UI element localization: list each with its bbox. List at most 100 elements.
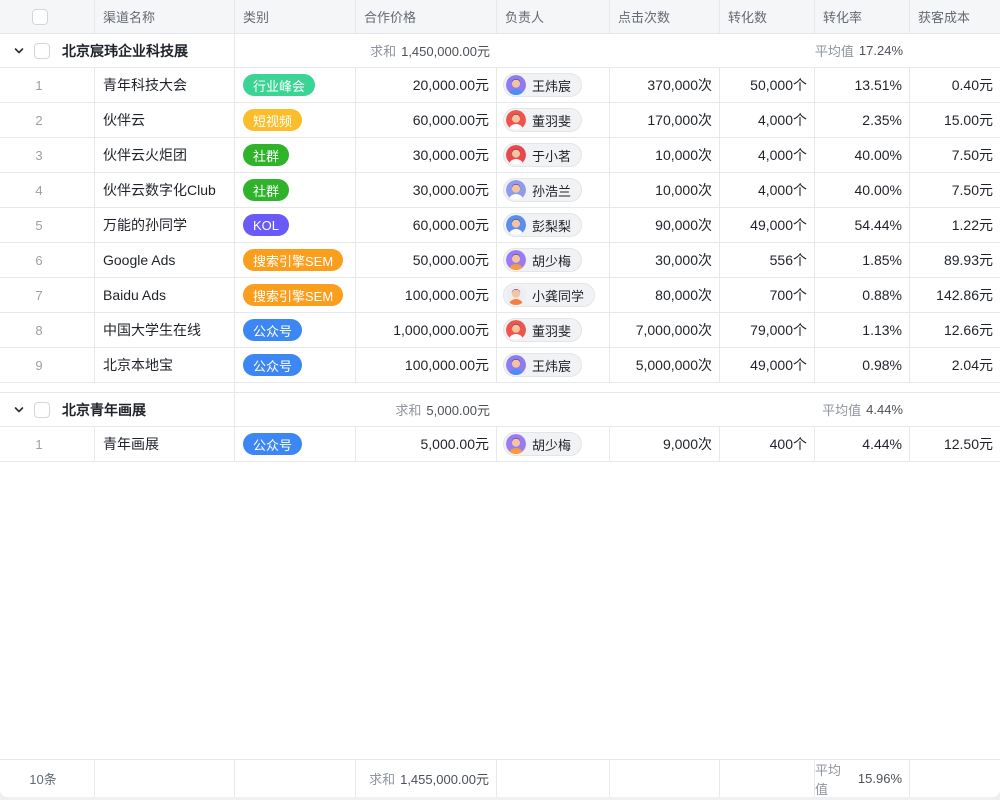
row-index-cell[interactable]: 9	[0, 348, 95, 382]
category-cell[interactable]: 搜索引擎SEM	[235, 243, 356, 277]
cost-cell[interactable]: 7.50元	[951, 147, 993, 163]
row-index-cell[interactable]: 5	[0, 208, 95, 242]
clicks-cell[interactable]: 10,000次	[610, 138, 720, 172]
row-index-cell[interactable]: 8	[0, 313, 95, 347]
category-cell[interactable]: 公众号	[235, 313, 356, 347]
clicks-cell[interactable]: 80,000次	[610, 278, 720, 312]
row-index-cell[interactable]: 1	[0, 427, 95, 461]
conversions-cell[interactable]: 4,000个	[720, 103, 815, 137]
owner-cell[interactable]: 彭梨梨	[497, 208, 610, 242]
owner-cell[interactable]: 王炜宸	[497, 68, 610, 102]
rate-cell[interactable]: 4.44%	[815, 427, 910, 461]
category-cell[interactable]: 搜索引擎SEM	[235, 278, 356, 312]
price-cell[interactable]: 60,000.00元	[356, 103, 497, 137]
owner-cell[interactable]: 胡少梅	[497, 243, 610, 277]
group-average[interactable]: 平均值 17.24%	[497, 34, 910, 67]
price-cell[interactable]: 100,000.00元	[356, 278, 497, 312]
price-cell[interactable]: 60,000.00元	[356, 208, 497, 242]
footer-sum[interactable]: 求和 1,455,000.00元	[356, 760, 497, 797]
clicks-cell[interactable]: 5,000,000次	[610, 348, 720, 382]
group-sum[interactable]: 求和 5,000.00元	[235, 393, 497, 426]
price-cell[interactable]: 100,000.00元	[356, 348, 497, 382]
col-header-conversions[interactable]: 转化数	[720, 0, 815, 33]
category-cell[interactable]: KOL	[235, 208, 356, 242]
group-select-checkbox[interactable]	[34, 42, 50, 59]
channel-name-cell[interactable]: 万能的孙同学	[95, 208, 235, 242]
conversions-cell[interactable]: 49,000个	[720, 348, 815, 382]
rate-cell[interactable]: 40.00%	[815, 138, 910, 172]
col-header-rate[interactable]: 转化率	[815, 0, 910, 33]
clicks-cell[interactable]: 10,000次	[610, 173, 720, 207]
conversions-cell[interactable]: 79,000个	[720, 313, 815, 347]
category-cell[interactable]: 社群	[235, 138, 356, 172]
conversions-cell[interactable]: 4,000个	[720, 138, 815, 172]
clicks-cell[interactable]: 90,000次	[610, 208, 720, 242]
channel-name-cell[interactable]: Baidu Ads	[95, 278, 235, 312]
owner-cell[interactable]: 小龚同学	[497, 278, 610, 312]
category-cell[interactable]: 短视频	[235, 103, 356, 137]
conversions-cell[interactable]: 50,000个	[720, 68, 815, 102]
cost-cell[interactable]: 142.86元	[936, 287, 993, 303]
group-sum[interactable]: 求和 1,450,000.00元	[235, 34, 497, 67]
owner-cell[interactable]: 王炜宸	[497, 348, 610, 382]
owner-cell[interactable]: 于小茗	[497, 138, 610, 172]
price-cell[interactable]: 30,000.00元	[356, 173, 497, 207]
channel-name-cell[interactable]: 青年科技大会	[95, 68, 235, 102]
footer-cell-cost[interactable]	[910, 760, 1000, 797]
owner-cell[interactable]: 董羽斐	[497, 313, 610, 347]
conversions-cell[interactable]: 700个	[720, 278, 815, 312]
category-cell[interactable]: 行业峰会	[235, 68, 356, 102]
price-cell[interactable]: 1,000,000.00元	[356, 313, 497, 347]
row-index-cell[interactable]: 6	[0, 243, 95, 277]
row-index-cell[interactable]: 2	[0, 103, 95, 137]
conversions-cell[interactable]: 556个	[720, 243, 815, 277]
channel-name-cell[interactable]: 伙伴云数字化Club	[95, 173, 235, 207]
channel-name-cell[interactable]: Google Ads	[95, 243, 235, 277]
cost-cell[interactable]: 7.50元	[951, 182, 993, 198]
conversions-cell[interactable]: 400个	[720, 427, 815, 461]
cost-cell[interactable]: 0.40元	[951, 77, 993, 93]
owner-cell[interactable]: 胡少梅	[497, 427, 610, 461]
category-cell[interactable]: 公众号	[235, 427, 356, 461]
col-header-category[interactable]: 类别	[235, 0, 356, 33]
row-index-cell[interactable]: 4	[0, 173, 95, 207]
channel-name-cell[interactable]: 北京本地宝	[95, 348, 235, 382]
col-header-cost[interactable]: 获客成本	[918, 10, 971, 25]
category-cell[interactable]: 社群	[235, 173, 356, 207]
channel-name-cell[interactable]: 青年画展	[95, 427, 235, 461]
footer-cell-clicks[interactable]	[610, 760, 720, 797]
row-index-cell[interactable]: 7	[0, 278, 95, 312]
clicks-cell[interactable]: 9,000次	[610, 427, 720, 461]
footer-cell-owner[interactable]	[497, 760, 610, 797]
channel-name-cell[interactable]: 中国大学生在线	[95, 313, 235, 347]
col-header-owner[interactable]: 负责人	[497, 0, 610, 33]
clicks-cell[interactable]: 30,000次	[610, 243, 720, 277]
footer-cell-conversions[interactable]	[720, 760, 815, 797]
cost-cell[interactable]: 15.00元	[943, 112, 993, 128]
group-select-checkbox[interactable]	[34, 401, 50, 418]
rate-cell[interactable]: 1.13%	[815, 313, 910, 347]
rate-cell[interactable]: 40.00%	[815, 173, 910, 207]
rate-cell[interactable]: 13.51%	[815, 68, 910, 102]
category-cell[interactable]: 公众号	[235, 348, 356, 382]
channel-name-cell[interactable]: 伙伴云	[95, 103, 235, 137]
owner-cell[interactable]: 孙浩兰	[497, 173, 610, 207]
footer-average[interactable]: 平均值 15.96%	[815, 760, 910, 797]
cost-cell[interactable]: 12.50元	[943, 436, 993, 452]
price-cell[interactable]: 50,000.00元	[356, 243, 497, 277]
clicks-cell[interactable]: 7,000,000次	[610, 313, 720, 347]
chevron-down-icon[interactable]	[12, 44, 26, 58]
cost-cell[interactable]: 2.04元	[951, 357, 993, 373]
chevron-down-icon[interactable]	[12, 403, 26, 417]
rate-cell[interactable]: 2.35%	[815, 103, 910, 137]
footer-cell-name[interactable]	[95, 760, 235, 797]
footer-cell-category[interactable]	[235, 760, 356, 797]
channel-name-cell[interactable]: 伙伴云火炬团	[95, 138, 235, 172]
price-cell[interactable]: 30,000.00元	[356, 138, 497, 172]
clicks-cell[interactable]: 170,000次	[610, 103, 720, 137]
price-cell[interactable]: 20,000.00元	[356, 68, 497, 102]
col-header-clicks[interactable]: 点击次数	[610, 0, 720, 33]
row-index-cell[interactable]: 1	[0, 68, 95, 102]
rate-cell[interactable]: 0.98%	[815, 348, 910, 382]
cost-cell[interactable]: 12.66元	[943, 322, 993, 338]
